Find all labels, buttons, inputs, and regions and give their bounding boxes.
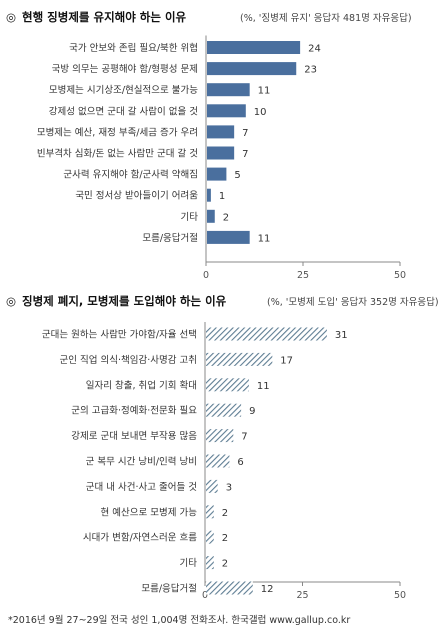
chart-1-bar — [207, 83, 250, 97]
chart-1-category-label: 국가 안보와 존립 필요/북한 위협 — [69, 42, 198, 54]
chart-1-bar — [207, 209, 215, 223]
chart-2-bar — [206, 352, 273, 366]
chart-2-x-tick-label: 50 — [394, 590, 406, 601]
chart-2-category-label: 모름/응답거절 — [141, 583, 197, 595]
chart-2-bar — [206, 429, 234, 443]
chart-2-bullet: ◎ — [6, 294, 16, 308]
chart-2-value-label: 2 — [222, 508, 228, 519]
chart-1-value-label: 7 — [242, 128, 248, 139]
chart-2-value-label: 12 — [261, 584, 274, 595]
chart-2-bar — [206, 505, 214, 519]
chart-1-category-label: 모름/응답거절 — [142, 232, 198, 244]
chart-2-value-label: 3 — [226, 482, 232, 493]
chart-2-category-label: 시대가 변함/자연스러운 흐름 — [83, 533, 197, 544]
chart-1-bar — [207, 188, 211, 202]
chart-1-category-label: 군사력 유지해야 함/군사력 약해짐 — [63, 169, 198, 181]
chart-1-bar — [207, 125, 235, 139]
chart-2-bar — [206, 454, 230, 468]
chart-1-value-label: 7 — [242, 149, 248, 160]
chart-2-category-label: 군인 직업 의식·책임감·사명감 고취 — [60, 354, 197, 366]
chart-2-bar — [206, 581, 253, 595]
chart-2-bar — [206, 403, 242, 417]
chart-1-category-label: 국민 정서상 받아들이기 어려움 — [75, 190, 198, 202]
chart-2-value-label: 2 — [222, 559, 228, 570]
chart-1-category-label: 모병제는 시기상조/현실적으로 불가능 — [49, 84, 198, 96]
chart-2-category-label: 일자리 창출, 취업 기회 확대 — [86, 379, 197, 391]
chart-1-bar — [207, 62, 297, 76]
chart-2-group: ◎ 징병제 폐지, 모병제를 도입해야 하는 이유 (%, '모병제 도입' 응… — [6, 294, 439, 601]
chart-1-category-label: 강제성 없으면 군대 갈 사람이 없을 것 — [49, 105, 198, 117]
chart-2-category-label: 군대는 원하는 사람만 가야함/자율 선택 — [42, 329, 197, 341]
chart-2-category-label: 강제로 군대 보내면 부작용 많음 — [71, 431, 197, 442]
chart-1-x-tick-label: 50 — [394, 270, 406, 281]
chart-2-category-label: 군대 내 사건·사고 줄어들 것 — [86, 482, 197, 493]
chart-2-x-tick-label: 25 — [296, 590, 308, 601]
chart-1-category-label: 국방 의무는 공평해야 함/형평성 문제 — [52, 63, 198, 75]
chart-2-value-label: 2 — [222, 533, 228, 544]
chart-1-bar — [207, 230, 250, 244]
chart-1-bar — [207, 104, 246, 118]
chart-1-bullet: ◎ — [6, 10, 16, 24]
chart-2-category-label: 기타 — [180, 558, 198, 569]
chart-1-bar — [207, 41, 301, 54]
chart-1-bar — [207, 146, 235, 160]
chart-2-value-label: 9 — [249, 406, 255, 417]
chart-2-category-label: 군의 고급화·정예화·전문화 필요 — [71, 405, 197, 417]
chart-1-value-label: 10 — [254, 107, 267, 118]
chart-2-bar — [206, 479, 218, 493]
chart-2-value-label: 7 — [241, 432, 247, 443]
chart-2-category-label: 군 복무 시간 낭비/인력 낭비 — [86, 456, 197, 468]
chart-1-title: 현행 징병제를 유지해야 하는 이유 — [22, 10, 187, 24]
chart-2-bar — [206, 378, 249, 392]
chart-1-subtitle: (%, '징병제 유지' 응답자 481명 자유응답) — [240, 12, 412, 24]
chart-1-value-label: 24 — [308, 44, 321, 55]
chart-1-category-label: 기타 — [181, 212, 199, 223]
chart-1-value-label: 23 — [304, 65, 317, 76]
chart-2-value-label: 11 — [257, 381, 270, 392]
chart-2-category-label: 현 예산으로 모병제 가능 — [101, 507, 198, 518]
chart-1-x-tick-label: 0 — [203, 270, 209, 281]
chart-1-category-label: 빈부격차 심화/돈 없는 사람만 군대 갈 것 — [37, 148, 198, 160]
chart-1-value-label: 11 — [258, 86, 271, 97]
chart-2-bar — [206, 556, 214, 570]
chart-1-bar — [207, 167, 227, 181]
chart-2-subtitle: (%, '모병제 도입' 응답자 352명 자유응답) — [267, 296, 439, 308]
chart-1-value-label: 11 — [258, 233, 271, 244]
chart-1-value-label: 5 — [234, 170, 240, 181]
chart-1-value-label: 1 — [219, 191, 225, 202]
chart-2-value-label: 17 — [280, 355, 293, 366]
chart-2-value-label: 31 — [335, 330, 348, 341]
chart-2-value-label: 6 — [237, 457, 243, 468]
chart-2-bar — [206, 530, 214, 544]
chart-1-category-label: 모병제는 예산, 재정 부족/세금 증가 우려 — [37, 126, 198, 138]
chart-2-x-tick-label: 0 — [202, 590, 208, 601]
chart-2-title: 징병제 폐지, 모병제를 도입해야 하는 이유 — [22, 294, 227, 308]
chart-1-x-tick-label: 25 — [297, 270, 309, 281]
chart-1-value-label: 2 — [223, 212, 229, 223]
chart-1-group: ◎ 현행 징병제를 유지해야 하는 이유 (%, '징병제 유지' 응답자 48… — [6, 10, 412, 281]
chart-2-bar — [206, 327, 327, 341]
footnote: *2016년 9월 27~29일 전국 성인 1,004명 전화조사. 한국갤럽… — [8, 614, 350, 626]
